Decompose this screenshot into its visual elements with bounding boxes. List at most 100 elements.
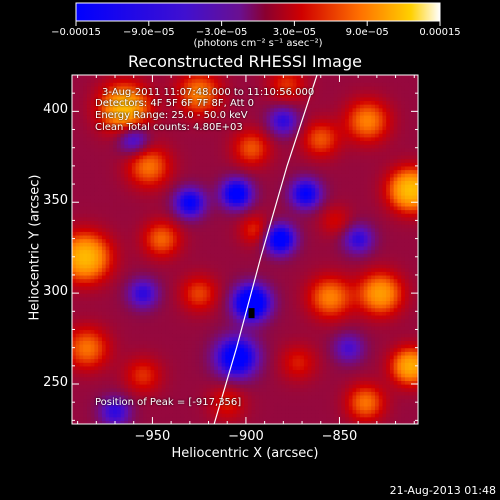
heatmap-cell	[259, 340, 264, 345]
heatmap-cell	[83, 311, 88, 316]
heatmap-cell	[128, 194, 133, 200]
heatmap-cell	[109, 234, 114, 240]
heatmap-cell	[154, 384, 159, 389]
heatmap-cell	[139, 96, 144, 102]
heatmap-cell	[259, 329, 264, 334]
heatmap-cell	[176, 89, 182, 94]
heatmap-cell	[202, 394, 208, 400]
heatmap-cell	[124, 147, 129, 152]
heatmap-cell	[169, 129, 174, 134]
heatmap-cell	[199, 100, 204, 105]
heatmap-cell	[101, 329, 107, 334]
heatmap-cell	[161, 344, 167, 349]
heatmap-cell	[165, 129, 170, 134]
heatmap-cell	[255, 144, 260, 149]
heatmap-cell	[101, 289, 107, 294]
heatmap-cell	[105, 140, 110, 145]
heatmap-cell	[195, 213, 200, 218]
heatmap-cell	[94, 96, 99, 102]
heatmap-cell	[146, 267, 152, 272]
heatmap-cell	[172, 122, 178, 127]
heatmap-cell	[131, 176, 137, 182]
heatmap-cell	[72, 373, 77, 378]
heatmap-cell	[150, 173, 155, 178]
heatmap-cell	[150, 376, 155, 381]
heatmap-cell	[244, 187, 249, 192]
heatmap-cell	[120, 198, 125, 203]
heatmap-cell	[86, 376, 92, 381]
heatmap-cell	[72, 362, 77, 367]
heatmap-cell	[229, 420, 234, 424]
heatmap-cell	[240, 234, 245, 240]
heatmap-cell	[135, 107, 140, 112]
heatmap-cell	[206, 191, 211, 196]
heatmap-cell	[101, 231, 107, 236]
heatmap-cell	[262, 416, 268, 421]
heatmap-cell	[128, 384, 133, 389]
heatmap-cell	[195, 242, 200, 247]
heatmap-cell	[210, 278, 215, 283]
heatmap-cell	[139, 376, 144, 381]
heatmap-cell	[232, 242, 238, 247]
heatmap-cell	[86, 336, 92, 341]
heatmap-cell	[225, 387, 230, 392]
heatmap-cell	[214, 347, 219, 352]
heatmap-cell	[94, 304, 99, 309]
heatmap-cell	[98, 409, 103, 414]
heatmap-cell	[150, 114, 155, 120]
heatmap-cell	[184, 354, 189, 360]
heatmap-cell	[120, 282, 125, 287]
heatmap-cell	[120, 136, 125, 142]
heatmap-cell	[191, 129, 197, 134]
heatmap-cell	[199, 318, 204, 323]
heatmap-cell	[86, 365, 92, 371]
heatmap-cell	[236, 369, 241, 374]
heatmap-cell	[169, 184, 174, 189]
heatmap-cell	[135, 220, 140, 225]
heatmap-cell	[98, 158, 103, 163]
heatmap-cell	[83, 100, 88, 105]
heatmap-cell	[124, 198, 129, 203]
heatmap-cell	[124, 129, 129, 134]
heatmap-cell	[94, 220, 99, 225]
heatmap-cell	[240, 340, 245, 345]
heatmap-cell	[146, 136, 152, 142]
heatmap-cell	[210, 187, 215, 192]
heatmap-cell	[195, 245, 200, 251]
heatmap-cell	[98, 340, 103, 345]
heatmap-cell	[150, 234, 155, 240]
heatmap-cell	[161, 318, 167, 323]
heatmap-cell	[195, 111, 200, 116]
heatmap-cell	[135, 354, 140, 360]
heatmap-cell	[135, 89, 140, 94]
heatmap-cell	[217, 325, 223, 331]
heatmap-cell	[109, 296, 114, 301]
heatmap-cell	[154, 245, 159, 251]
heatmap-cell	[128, 413, 133, 418]
heatmap-cell	[116, 311, 122, 316]
heatmap-cell	[236, 202, 241, 207]
heatmap-cell	[101, 249, 107, 254]
heatmap-cell	[172, 409, 178, 414]
heatmap-cell	[210, 194, 215, 200]
heatmap-cell	[236, 253, 241, 258]
heatmap-cell	[128, 125, 133, 131]
heatmap-cell	[172, 384, 178, 389]
heatmap-cell	[232, 271, 238, 276]
heatmap-cell	[206, 231, 211, 236]
heatmap-cell	[165, 85, 170, 91]
heatmap-cell	[98, 398, 103, 403]
heatmap-cell	[232, 307, 238, 312]
heatmap-cell	[229, 154, 234, 160]
heatmap-cell	[79, 329, 84, 334]
heatmap-cell	[165, 242, 170, 247]
heatmap-cell	[86, 104, 92, 109]
heatmap-cell	[214, 300, 219, 305]
heatmap-cell	[240, 194, 245, 200]
heatmap-cell	[199, 354, 204, 360]
heatmap-cell	[86, 402, 92, 407]
heatmap-cell	[240, 289, 245, 294]
heatmap-cell	[202, 198, 208, 203]
heatmap-cell	[101, 264, 107, 269]
heatmap-cell	[184, 253, 189, 258]
